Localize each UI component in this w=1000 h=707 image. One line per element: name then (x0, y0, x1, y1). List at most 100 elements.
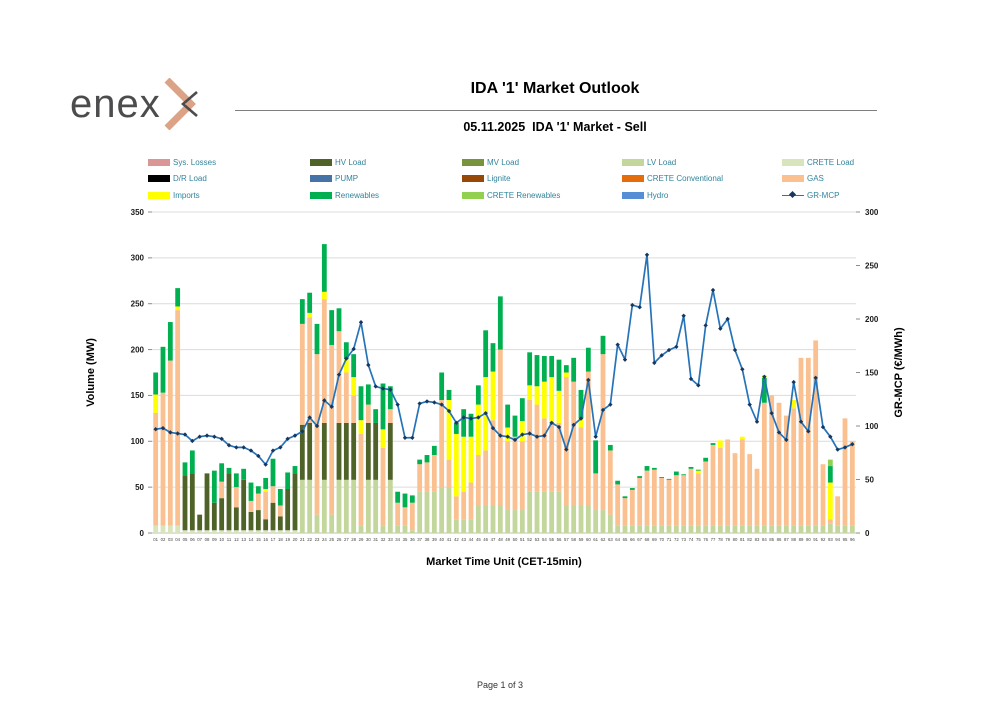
gr-mcp-marker (740, 367, 745, 372)
x-tick-label: 17 (271, 537, 276, 542)
bar-segment-lv (813, 525, 819, 533)
x-tick-label: 86 (777, 537, 782, 542)
gr-mcp-marker (454, 420, 459, 425)
bar-segment-gas (475, 455, 481, 506)
bar-segment-gas (167, 360, 173, 526)
bar-segment-gas (600, 354, 606, 511)
bar-segment-hv (351, 422, 357, 480)
bar-segment-lv (842, 525, 848, 533)
gr-mcp-marker (388, 387, 393, 392)
bar-segment-ren (380, 383, 386, 430)
x-tick-label: 53 (535, 537, 540, 542)
bar-segment-gas (666, 479, 672, 526)
x-tick-label: 42 (454, 537, 459, 542)
bar-segment-lv (512, 510, 518, 533)
y-right-tick-label: 0 (865, 529, 870, 538)
bar-segment-gas (776, 402, 782, 526)
bar-segment-gas (849, 441, 855, 526)
bar-segment-gas (468, 482, 474, 520)
bar-segment-ren (578, 389, 584, 419)
bar-segment-lv (483, 505, 489, 533)
bar-segment-lv (820, 525, 826, 533)
gr-mcp-marker (666, 347, 672, 353)
bar-segment-gas (175, 310, 181, 526)
legend-item-mcp: GR-MCP (782, 187, 935, 204)
y-left-tick-label: 150 (131, 391, 145, 400)
x-tick-label: 81 (740, 537, 745, 542)
gr-mcp-marker (439, 402, 444, 407)
x-tick-label: 19 (285, 537, 290, 542)
gr-mcp-marker (681, 313, 686, 318)
x-tick-label: 85 (769, 537, 774, 542)
bar-segment-ren (446, 389, 452, 401)
x-tick-label: 61 (593, 537, 598, 542)
bar-segment-crete_load (160, 525, 166, 533)
bar-segment-crete_load (292, 530, 298, 533)
legend-item-hv: HV Load (310, 154, 462, 171)
x-tick-label: 04 (175, 537, 180, 542)
bar-segment-lv (519, 510, 525, 533)
bar-segment-ren (593, 440, 599, 474)
bar-segment-ren (336, 308, 342, 332)
bar-segment-hv (197, 514, 203, 531)
x-tick-label: 47 (491, 537, 496, 542)
bar-segment-gas (380, 447, 386, 526)
gr-mcp-marker (300, 429, 305, 434)
bar-segment-lv (307, 479, 313, 533)
y-right-tick-label: 100 (865, 422, 879, 431)
x-axis-title: Market Time Unit (CET-15min) (426, 556, 582, 568)
bar-segment-gas (527, 400, 533, 492)
gr-mcp-marker (190, 438, 195, 444)
bar-segment-gas (541, 418, 547, 492)
bar-segment-gas (483, 450, 489, 506)
bar-segment-gas (615, 484, 621, 526)
bar-segment-hv (387, 422, 393, 480)
x-tick-label: 02 (161, 537, 166, 542)
bar-segment-crete_load (204, 530, 210, 533)
bar-segment-ren (365, 384, 371, 405)
bar-segment-crete_load (248, 530, 254, 533)
bar-segment-hv (336, 422, 342, 480)
bar-segment-gas (842, 418, 848, 526)
bar-segment-lv (578, 505, 584, 533)
bar-segment-lv (637, 525, 643, 533)
bar-segment-gas (681, 475, 687, 526)
bar-segment-lv (651, 525, 657, 533)
legend-swatch-icon (148, 175, 170, 183)
gr-mcp-marker (674, 344, 679, 350)
bar-segment-ren (622, 496, 628, 499)
bar-segment-imports (739, 436, 745, 440)
bar-segment-lv (732, 525, 738, 533)
legend-label: PUMP (335, 174, 359, 184)
legend-label: Imports (173, 190, 200, 200)
gr-mcp-marker (630, 302, 635, 308)
bar-segment-hv (285, 488, 291, 531)
bar-segment-imports (446, 400, 452, 460)
y-right-axis-title: GR-MCP (€/MWh) (893, 327, 905, 418)
bar-segment-gas (644, 470, 650, 526)
bar-segment-lv (739, 525, 745, 533)
gr-mcp-marker (703, 323, 708, 328)
bar-segment-lv (791, 525, 797, 533)
bar-segment-crete_load (219, 530, 225, 533)
bar-segment-imports (263, 488, 269, 492)
x-tick-label: 16 (263, 537, 268, 542)
bar-segment-lv (402, 525, 408, 533)
bar-segment-ren (827, 466, 833, 483)
bar-segment-gas (754, 468, 760, 526)
bar-segment-gas (747, 454, 753, 526)
bar-segment-lv (688, 525, 694, 533)
x-tick-label: 49 (505, 537, 510, 542)
x-tick-label: 91 (813, 537, 818, 542)
x-tick-label: 22 (307, 537, 312, 542)
enex-logo-text: enex (70, 82, 161, 126)
gr-mcp-marker (688, 376, 694, 382)
x-tick-label: 92 (821, 537, 826, 542)
page-number: Page 1 of 3 (476, 680, 524, 690)
bar-segment-ren (424, 455, 430, 463)
gr-mcp-marker (556, 424, 562, 430)
bar-segment-imports (153, 394, 159, 413)
bar-segment-gas (358, 433, 364, 526)
bar-segment-lv (380, 525, 386, 533)
bar-segment-ren (402, 493, 408, 508)
